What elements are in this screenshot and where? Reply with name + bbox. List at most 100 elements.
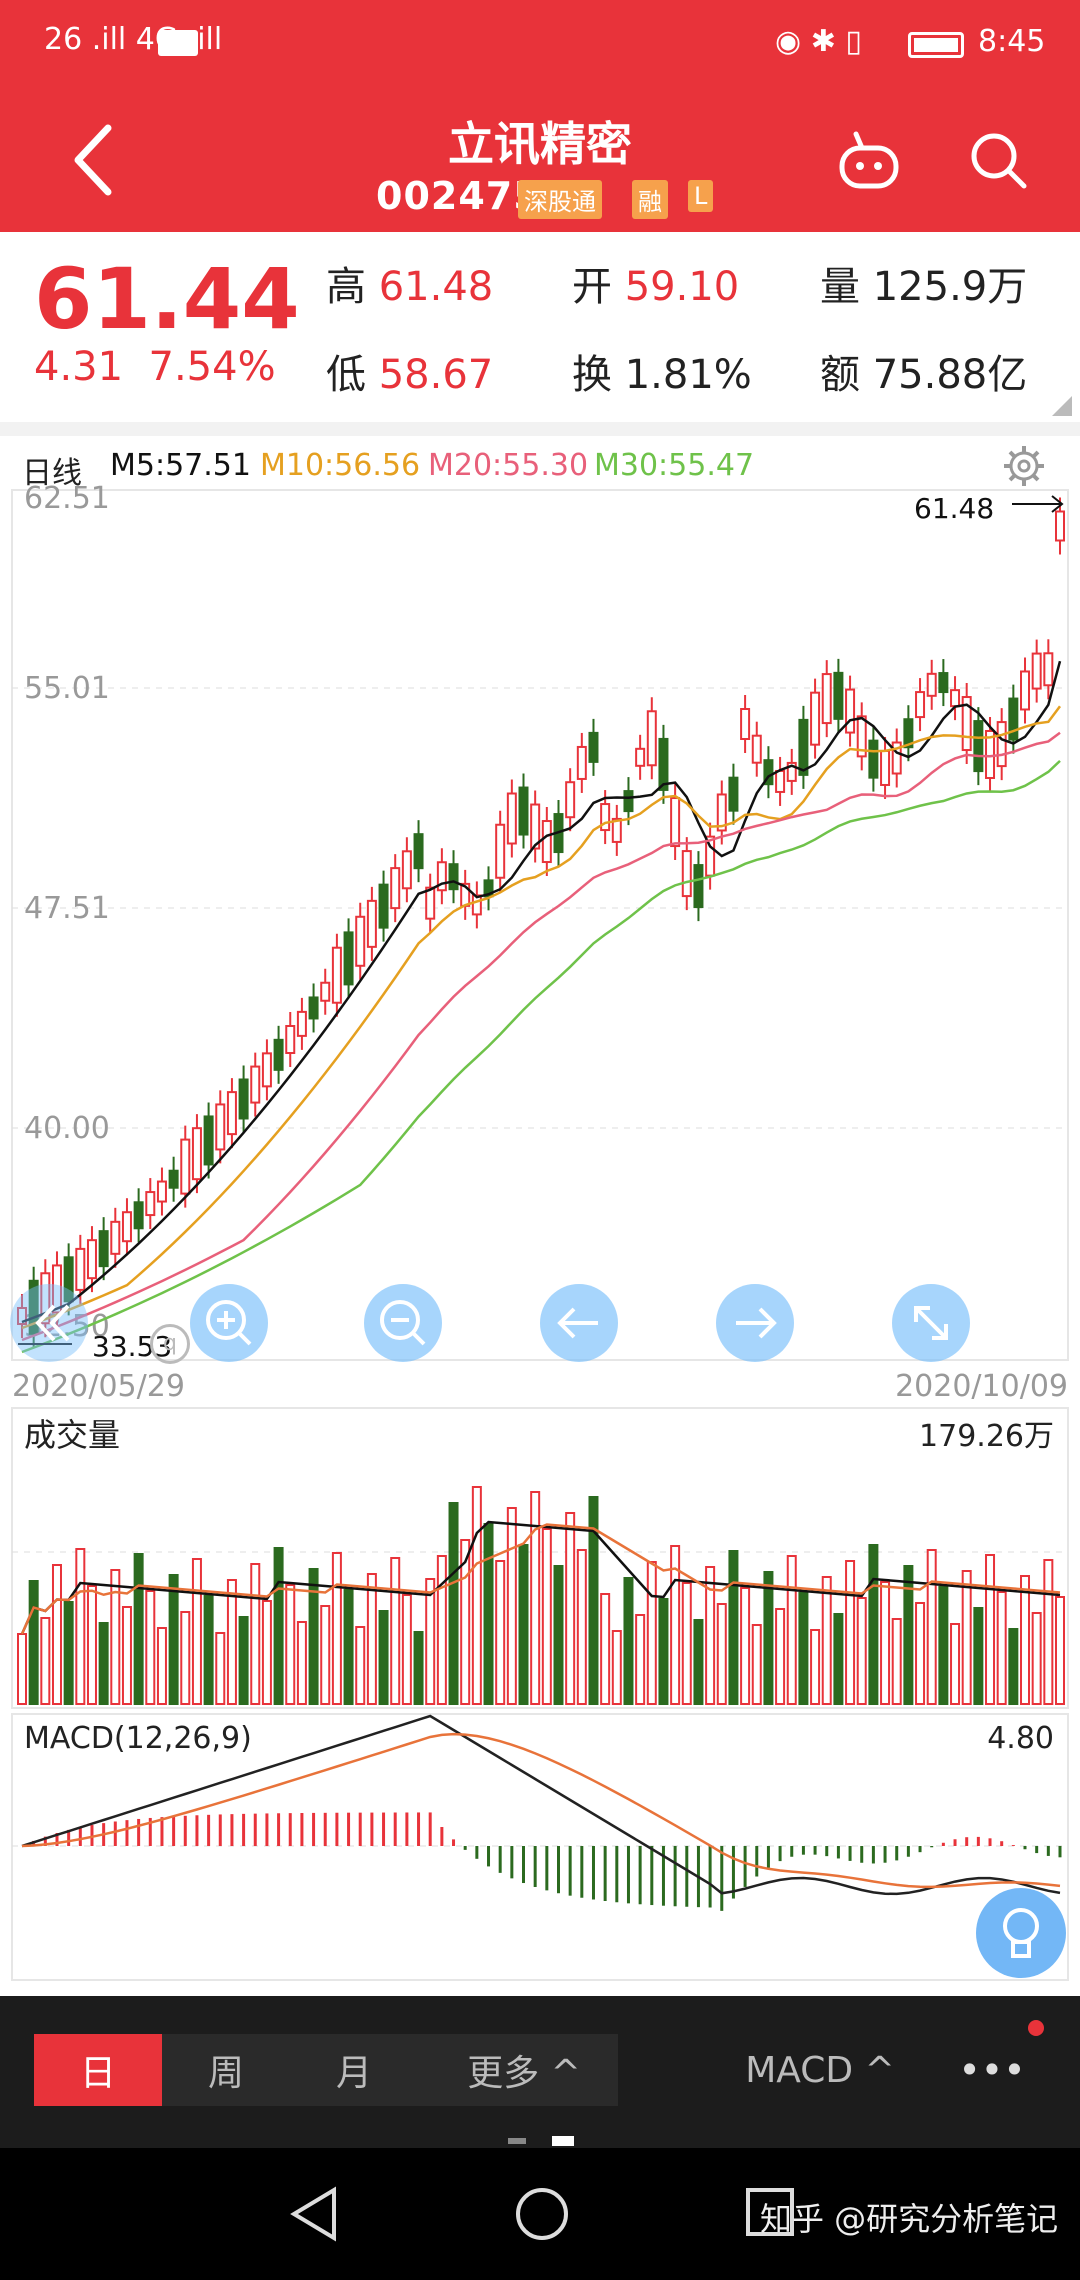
high-row: 高 61.48 bbox=[326, 254, 493, 312]
candle-body bbox=[203, 1115, 214, 1166]
query-icon[interactable]: q bbox=[150, 1324, 190, 1364]
candle-body bbox=[98, 1230, 109, 1268]
volume-bar bbox=[98, 1622, 109, 1705]
candle-body bbox=[926, 672, 937, 697]
volume-bar bbox=[611, 1630, 622, 1705]
candle-body bbox=[950, 689, 961, 708]
volume-bar bbox=[798, 1592, 809, 1705]
turnover-value: 1.81% bbox=[624, 352, 752, 398]
volume-bar bbox=[460, 1539, 471, 1705]
candle-body bbox=[985, 729, 996, 779]
tab-day[interactable]: 日 bbox=[34, 2034, 162, 2106]
volume-bar bbox=[273, 1547, 284, 1705]
watermark: 知乎 @研究分析笔记 bbox=[760, 2200, 1059, 2238]
candle-body bbox=[728, 776, 739, 812]
candle-body bbox=[180, 1138, 191, 1195]
back-icon[interactable] bbox=[70, 120, 120, 200]
volume-bar bbox=[821, 1576, 832, 1705]
volume-bar bbox=[296, 1621, 307, 1705]
candle-body bbox=[471, 894, 482, 916]
eye-icon: ◉ ✱ ▯ bbox=[775, 24, 862, 59]
volume-bar bbox=[1020, 1575, 1031, 1705]
more-menu-button[interactable]: ••• bbox=[958, 2048, 1026, 2092]
candle-body bbox=[880, 749, 891, 786]
candle-body bbox=[17, 1307, 27, 1325]
candle-body bbox=[740, 708, 751, 741]
low-value: 58.67 bbox=[378, 352, 494, 398]
volume-bar bbox=[763, 1571, 774, 1705]
candle-body bbox=[821, 673, 832, 725]
fullscreen-button[interactable] bbox=[892, 1284, 970, 1362]
candle-body bbox=[366, 899, 377, 948]
volume-bar bbox=[565, 1512, 576, 1705]
quote-panel: 61.44 4.31 7.54% 高 61.48 开 59.10 量 125.9… bbox=[0, 232, 1080, 422]
volume-row: 量 125.9万 bbox=[820, 254, 1027, 312]
open-label: 开 bbox=[572, 264, 612, 310]
tab-week[interactable]: 周 bbox=[207, 2053, 244, 2094]
collapse-button[interactable] bbox=[10, 1284, 88, 1362]
battery-icon bbox=[908, 32, 964, 58]
status-time: 8:45 bbox=[978, 24, 1046, 59]
gear-icon[interactable] bbox=[1002, 444, 1046, 488]
volume-bar bbox=[261, 1600, 272, 1705]
candle-body bbox=[308, 996, 319, 1020]
volume-bar bbox=[880, 1581, 891, 1705]
search-icon[interactable] bbox=[968, 130, 1030, 192]
volume-bar bbox=[1008, 1628, 1019, 1705]
nav-home-icon[interactable] bbox=[512, 2184, 572, 2244]
zoom-in-icon bbox=[206, 1300, 252, 1346]
candle-body bbox=[623, 790, 634, 813]
candle-body bbox=[273, 1038, 284, 1071]
kline-chart[interactable]: 日线 M5:57.51 M10:56.56 M20:55.30 M30:55.4… bbox=[0, 436, 1080, 1996]
volume-bar bbox=[495, 1560, 506, 1705]
zoom-out-icon bbox=[380, 1300, 426, 1346]
candles-layer bbox=[17, 497, 1065, 1348]
volume-bar bbox=[168, 1574, 179, 1705]
zoom-out-button[interactable] bbox=[364, 1284, 442, 1362]
double-chevron-left-icon bbox=[35, 1304, 70, 1342]
candle-body bbox=[670, 797, 681, 848]
low-row: 低 58.67 bbox=[326, 342, 493, 400]
macd-dea-line bbox=[21, 1732, 1061, 1889]
volume-bar bbox=[483, 1523, 494, 1705]
system-nav-bar: 知乎 @研究分析笔记 bbox=[0, 2148, 1080, 2280]
volume-bar bbox=[238, 1616, 249, 1705]
volume-label: 量 bbox=[820, 264, 860, 310]
volume-bar bbox=[40, 1617, 51, 1705]
expand-corner-icon[interactable] bbox=[1052, 396, 1072, 416]
candle-body bbox=[681, 850, 692, 898]
volume-bar bbox=[180, 1611, 191, 1705]
volume-bar bbox=[250, 1563, 261, 1705]
candle-body bbox=[75, 1247, 86, 1291]
tab-month[interactable]: 月 bbox=[335, 2053, 372, 2094]
volume-bar bbox=[856, 1597, 867, 1705]
scroll-left-button[interactable] bbox=[540, 1284, 618, 1362]
candle-body bbox=[786, 761, 797, 782]
nav-recents-icon[interactable] bbox=[744, 2186, 800, 2242]
candle-body bbox=[250, 1065, 261, 1104]
tips-button[interactable] bbox=[976, 1888, 1066, 1978]
scroll-right-button[interactable] bbox=[716, 1284, 794, 1362]
volume-bar bbox=[133, 1553, 144, 1705]
main-frame bbox=[11, 489, 1069, 1361]
m10-label: M10:56.56 bbox=[260, 448, 421, 483]
ma-lines-layer bbox=[21, 660, 1062, 1354]
zoom-in-button[interactable] bbox=[190, 1284, 268, 1362]
candle-body bbox=[331, 946, 342, 1004]
macd-frame bbox=[11, 1713, 1069, 1981]
candle-body bbox=[891, 741, 902, 775]
change-percent: 7.54% bbox=[148, 344, 276, 390]
price-grid bbox=[12, 687, 1068, 1129]
indicator-select[interactable]: MACD ^ bbox=[745, 2049, 895, 2091]
ma-line bbox=[21, 759, 1061, 1354]
candle-body bbox=[261, 1052, 272, 1088]
candle-body bbox=[646, 710, 657, 767]
tab-more[interactable]: 更多 ^ bbox=[467, 2053, 581, 2094]
volume-bar bbox=[191, 1558, 202, 1705]
nav-back-icon[interactable] bbox=[286, 2184, 342, 2244]
volume-bar bbox=[915, 1602, 926, 1705]
robot-icon[interactable] bbox=[838, 130, 900, 192]
candle-body bbox=[611, 817, 622, 843]
volume-bar bbox=[530, 1491, 541, 1705]
